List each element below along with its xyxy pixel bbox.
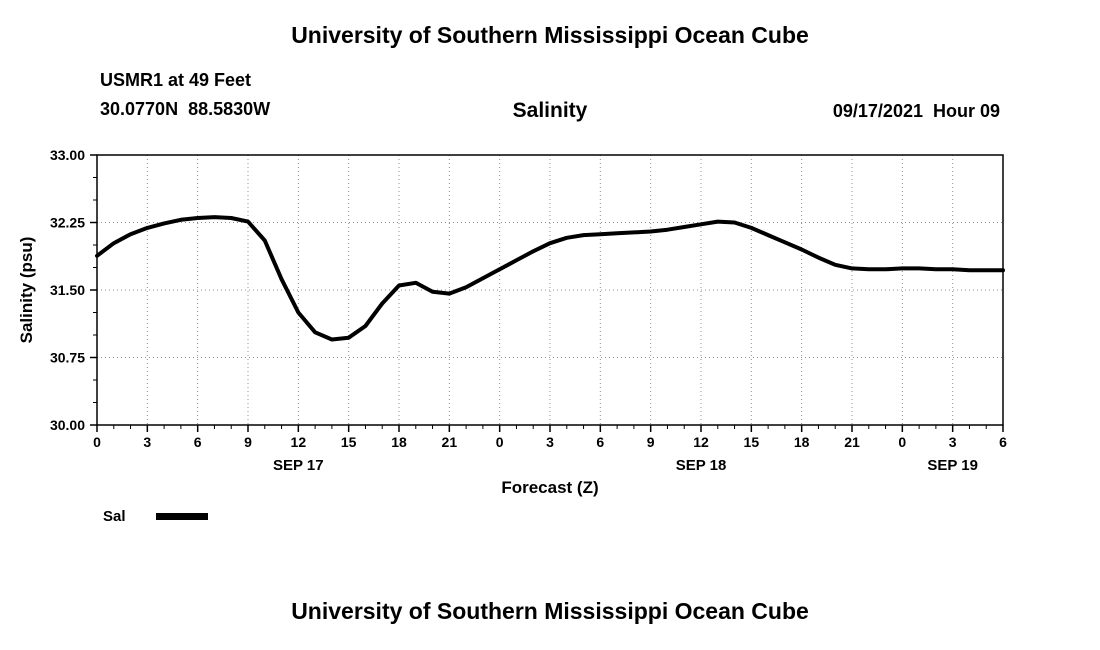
x-tick-label: 12 — [291, 434, 307, 450]
y-tick-label: 30.75 — [50, 350, 85, 366]
y-tick-label: 32.25 — [50, 215, 85, 231]
x-tick-label: 0 — [496, 434, 504, 450]
plot-frame — [96, 154, 1004, 426]
x-tick-label: 0 — [93, 434, 101, 450]
day-label: SEP 17 — [273, 457, 324, 474]
series-line — [95, 215, 1005, 342]
station-label: USMR1 at 49 Feet — [100, 70, 252, 90]
x-tick-label: 0 — [898, 434, 906, 450]
x-tick-label: 9 — [244, 434, 252, 450]
x-tick-label: 6 — [596, 434, 604, 450]
x-tick-label: 21 — [844, 434, 860, 450]
x-tick-label: 15 — [744, 434, 760, 450]
page-title: University of Southern Mississippi Ocean… — [291, 22, 809, 48]
x-tick-label: 6 — [999, 434, 1007, 450]
legend-label: Sal — [103, 508, 126, 525]
x-tick-label: 18 — [794, 434, 810, 450]
station-coordinates: 30.0770N 88.5830W — [100, 99, 271, 119]
x-tick-label: 3 — [143, 434, 151, 450]
y-tick-label: 33.00 — [50, 147, 85, 163]
legend-line-swatch — [155, 513, 208, 520]
y-tick-label: 30.00 — [50, 417, 85, 433]
x-tick-label: 12 — [693, 434, 709, 450]
day-label: SEP 19 — [927, 457, 978, 474]
plot-title: Salinity — [512, 99, 588, 122]
legend: Sal — [103, 508, 208, 525]
x-tick-label: 6 — [194, 434, 202, 450]
x-tick-label: 9 — [647, 434, 655, 450]
x-tick-label: 18 — [391, 434, 407, 450]
x-tick-label: 15 — [341, 434, 357, 450]
forecast-datetime: 09/17/2021 Hour 09 — [832, 101, 1000, 121]
x-tick-label: 3 — [546, 434, 554, 450]
day-label: SEP 18 — [676, 457, 727, 474]
x-tick-label: 3 — [949, 434, 957, 450]
footer-title: University of Southern Mississippi Ocean… — [291, 598, 809, 624]
x-tick-label: 21 — [442, 434, 458, 450]
y-tick-label: 31.50 — [50, 282, 85, 298]
y-axis-title: Salinity (psu) — [17, 236, 36, 344]
x-axis-title: Forecast (Z) — [501, 478, 599, 497]
